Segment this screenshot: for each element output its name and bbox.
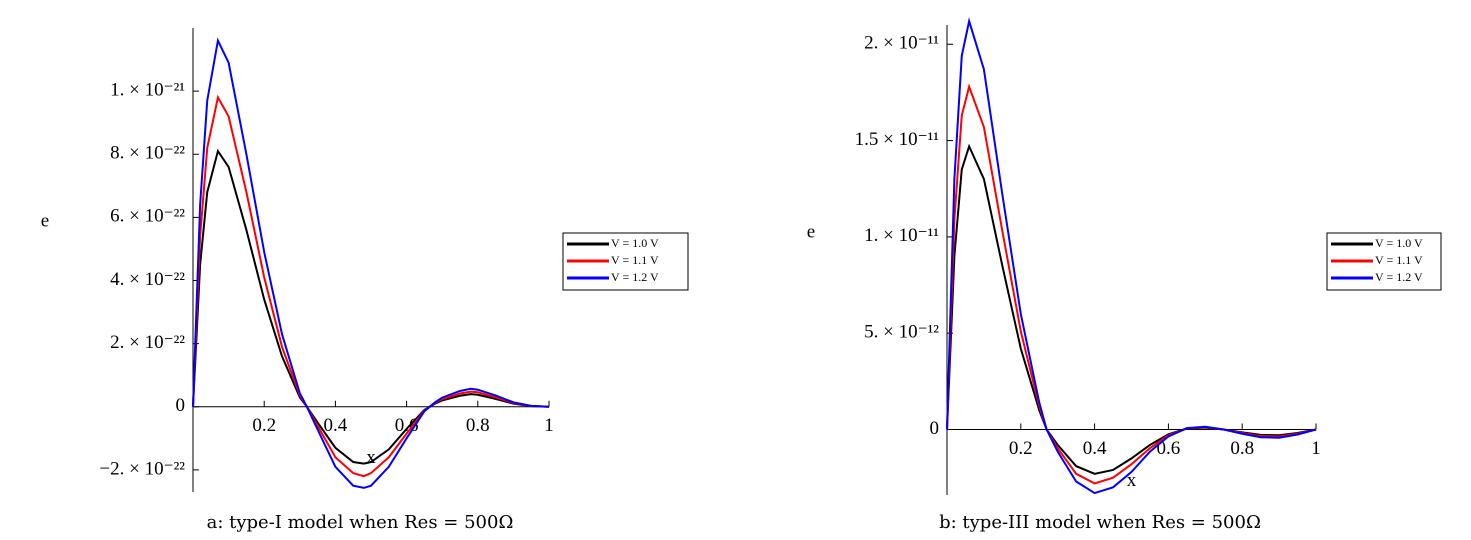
x-axis-label: x [1127,470,1137,491]
series-line [946,17,1317,495]
y-tick-label: 6. × 10⁻²² [110,206,185,227]
chart: −2. × 10⁻²² 0 2. × 10⁻²² 4. × 10⁻²² 6. × 10⁻… [41,28,689,533]
legend-label: V = 1.2 V [1375,270,1423,284]
x-tick-label: 0.4 [1083,438,1107,459]
x-tick-label: 1 [544,415,554,436]
y-tick-label: 0 [176,395,186,416]
x-tick-label: 0.8 [1230,438,1254,459]
y-tick-label: 0 [930,418,940,439]
y-axis-label: e [807,221,815,242]
series-line [192,94,550,478]
x-tick-label: 0.2 [252,415,276,436]
y-tick-label: 4. × 10⁻²² [110,269,185,290]
legend-label: V = 1.2 V [611,270,659,284]
y-tick-label: 2. × 10⁻²² [110,332,185,353]
caption: b: type-III model when Res = 500Ω [939,512,1261,533]
caption: a: type-I model when Res = 500Ω [207,512,514,533]
legend-label: V = 1.1 V [611,253,659,267]
y-tick-label: 2. × 10⁻¹¹ [864,33,939,54]
y-tick-label: 8. × 10⁻²² [110,143,185,164]
y-tick-label: 5. × 10⁻¹² [864,322,939,343]
y-tick-label: 1. × 10⁻²¹ [110,79,185,100]
legend-label: V = 1.0 V [611,236,659,250]
y-tick-label: 1.5 × 10⁻¹¹ [855,129,940,150]
x-tick-label: 1 [1311,438,1321,459]
y-tick-label: −2. × 10⁻²² [99,458,185,479]
series-line [192,148,550,465]
x-tick-label: 0.4 [324,415,348,436]
x-tick-label: 0.6 [1157,438,1181,459]
chart: 0 5. × 10⁻¹² 1. × 10⁻¹¹ 1.5 × 10⁻¹¹ 2. × 10⁻… [807,17,1442,533]
series-line [946,83,1317,485]
y-axis-label: e [41,210,49,231]
series-line [192,37,550,489]
x-tick-label: 0.2 [1009,438,1033,459]
legend-label: V = 1.0 V [1375,236,1423,250]
legend-label: V = 1.1 V [1375,253,1423,267]
y-tick-label: 1. × 10⁻¹¹ [864,225,939,246]
x-tick-label: 0.8 [466,415,490,436]
x-axis-label: x [366,447,376,468]
